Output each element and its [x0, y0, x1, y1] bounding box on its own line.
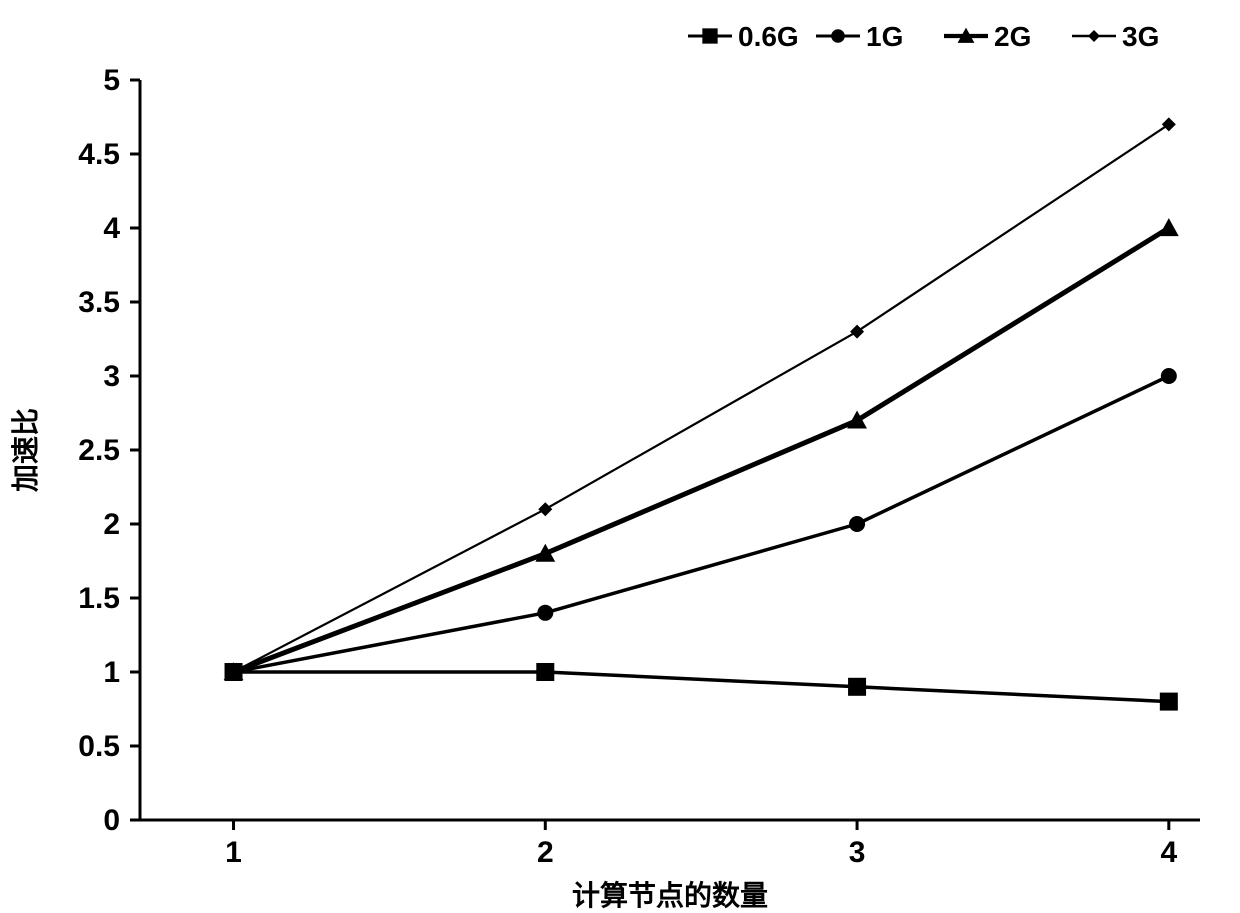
legend-label: 1G: [866, 21, 903, 52]
y-tick-label: 1: [103, 656, 120, 689]
legend-label: 3G: [1122, 21, 1159, 52]
y-tick-label: 4: [103, 212, 120, 245]
y-tick-label: 2.5: [78, 434, 120, 467]
y-tick-label: 4.5: [78, 138, 120, 171]
y-tick-label: 3.5: [78, 286, 120, 319]
x-axis-title: 计算节点的数量: [572, 879, 768, 911]
x-tick-label: 4: [1160, 836, 1177, 869]
legend-label: 0.6G: [738, 21, 799, 52]
line-chart: 0 0.5 1 1.5 2 2.5 3 3.5 4 4.5 5 1 2 3 4 计算节点的数量 加速比 0.6G 1…: [0, 0, 1240, 913]
legend-label: 2G: [994, 21, 1031, 52]
y-axis-title: 加速比: [10, 408, 41, 492]
y-tick-label: 1.5: [78, 582, 120, 615]
x-tick-label: 3: [849, 836, 866, 869]
y-tick-label: 2: [103, 508, 120, 541]
x-tick-label: 1: [225, 836, 242, 869]
y-tick-label: 0.5: [78, 730, 120, 763]
x-tick-label: 2: [537, 836, 554, 869]
chart-svg: 0 0.5 1 1.5 2 2.5 3 3.5 4 4.5 5 1 2 3 4 计算节点的数量 加速比 0.6G 1…: [0, 0, 1240, 913]
y-tick-label: 0: [103, 804, 120, 837]
y-tick-label: 5: [103, 64, 120, 97]
y-tick-label: 3: [103, 360, 120, 393]
